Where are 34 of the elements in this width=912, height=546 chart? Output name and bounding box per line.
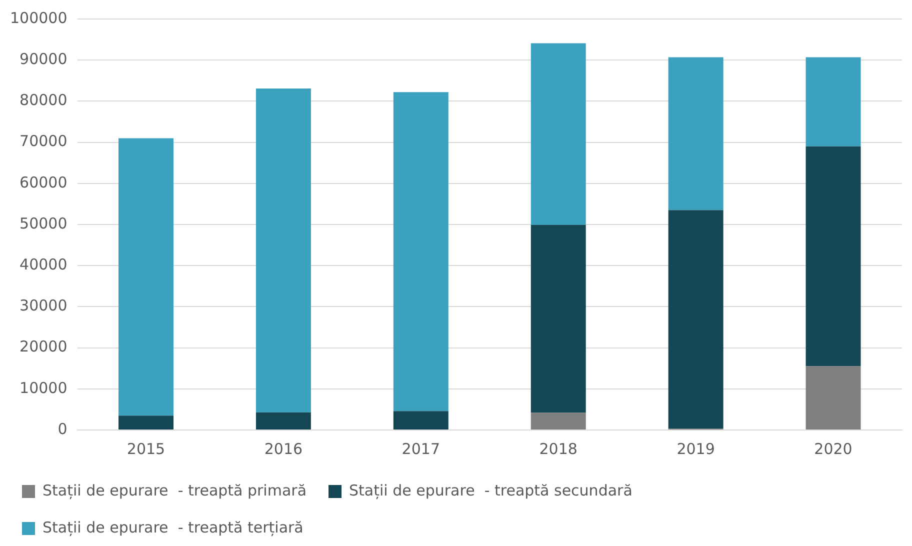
y-tick-label: 50000 xyxy=(20,214,68,232)
bar xyxy=(118,416,174,430)
x-tick-label: 2015 xyxy=(126,440,166,458)
x-tick-label: 2017 xyxy=(402,440,440,458)
bar xyxy=(530,224,586,413)
legend-label: Stații de epurare - treaptă secundară xyxy=(349,481,632,500)
bar xyxy=(806,57,861,146)
y-tick-label: 0 xyxy=(58,420,68,438)
y-tick-label: 90000 xyxy=(20,50,68,68)
bar xyxy=(393,411,448,430)
y-tick-label: 10000 xyxy=(20,378,68,397)
y-tick-label: 100000 xyxy=(10,8,68,27)
bar xyxy=(118,138,174,416)
x-tick-label: 2016 xyxy=(264,440,303,458)
legend-label: Stații de epurare - treaptă primară xyxy=(42,481,307,500)
x-tick-label: 2018 xyxy=(539,440,578,458)
bar xyxy=(530,412,586,430)
y-tick-label: 60000 xyxy=(20,173,68,192)
bar xyxy=(530,43,586,225)
legend-label: Stații de epurare - treaptă terțiară xyxy=(42,518,304,536)
y-tick-label: 20000 xyxy=(20,338,68,356)
y-tick-label: 40000 xyxy=(20,255,68,274)
bar xyxy=(256,412,311,430)
bar xyxy=(668,57,724,210)
bar xyxy=(393,92,448,412)
x-tick-label: 2020 xyxy=(814,440,852,458)
x-tick-label: 2019 xyxy=(676,440,715,458)
bar xyxy=(668,210,724,429)
bar xyxy=(806,366,861,430)
y-tick-label: 80000 xyxy=(20,91,68,110)
bar xyxy=(256,88,311,412)
y-tick-label: 70000 xyxy=(20,132,68,150)
y-tick-label: 30000 xyxy=(20,296,68,315)
bar xyxy=(806,146,861,366)
